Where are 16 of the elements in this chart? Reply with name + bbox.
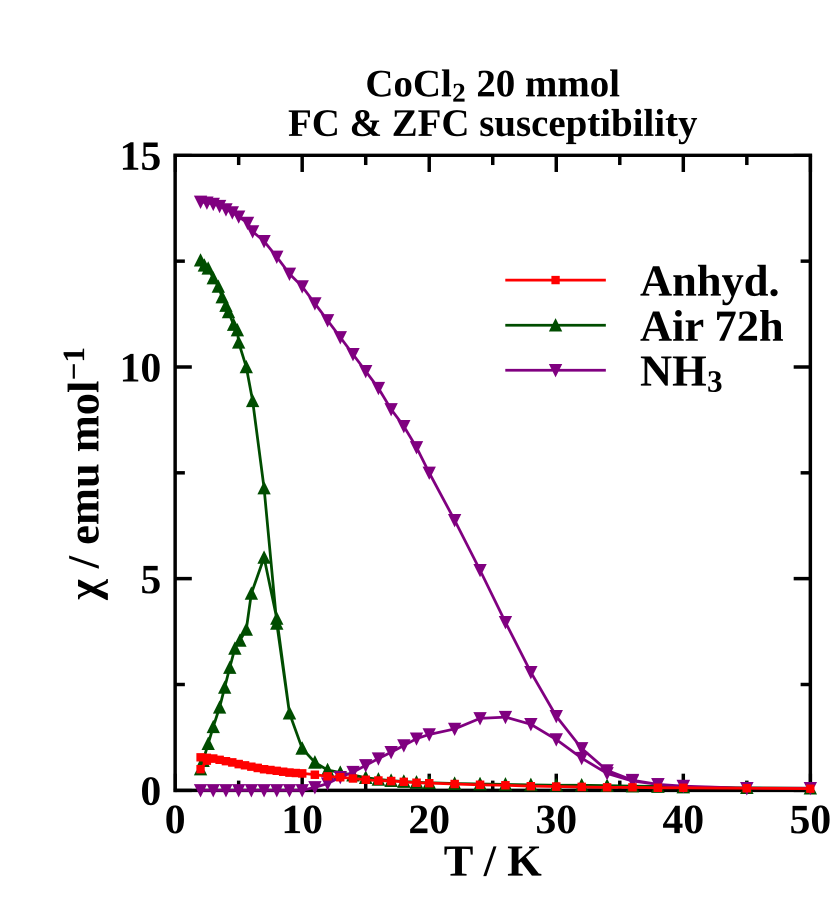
legend-label: Air 72h <box>640 310 784 341</box>
y-tick-label: 5 <box>142 566 160 594</box>
x-tick-label: 20 <box>410 805 448 834</box>
y-axis-title: χ / emu mol$^{−1}$ <box>64 348 108 600</box>
x-tick-label: 40 <box>663 805 703 834</box>
legend-label: Anhyd. <box>640 264 778 306</box>
x-tick-label: 50 <box>791 805 830 834</box>
y-tick-label: 0 <box>142 777 160 806</box>
y-tick-label: 10 <box>122 354 160 382</box>
x-tick-label: 30 <box>537 805 576 834</box>
chart-title: CoCl$_{2}$ 20 mmol FC & ZFC susceptibility <box>288 69 698 144</box>
legend-label: NH$_{3}$ <box>640 356 722 392</box>
x-tick-label: 0 <box>166 805 184 834</box>
x-tick-label: 10 <box>284 805 322 834</box>
x-axis-title: T / K <box>444 846 542 876</box>
y-tick-label: 15 <box>122 142 160 170</box>
